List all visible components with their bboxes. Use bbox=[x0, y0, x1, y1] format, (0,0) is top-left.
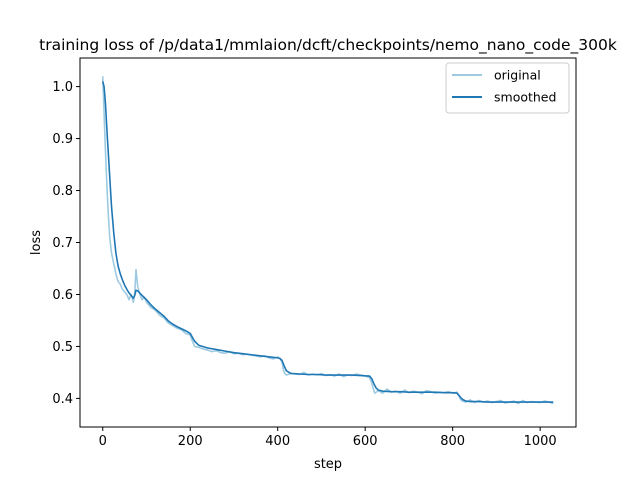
x-tick-label: 200 bbox=[178, 434, 203, 449]
x-tick-label: 1000 bbox=[524, 434, 557, 449]
x-tick-label: 800 bbox=[440, 434, 465, 449]
x-axis-ticks: 0 200 400 600 800 1000 bbox=[99, 427, 557, 449]
y-tick-label: 1.0 bbox=[52, 80, 73, 95]
y-tick-label: 0.9 bbox=[52, 132, 73, 147]
y-tick-label: 0.7 bbox=[52, 236, 73, 251]
legend-label-original: original bbox=[494, 68, 541, 83]
y-tick-label: 0.8 bbox=[52, 184, 73, 199]
y-axis-label: loss bbox=[29, 230, 44, 255]
y-tick-label: 0.6 bbox=[52, 288, 73, 303]
x-tick-label: 600 bbox=[353, 434, 378, 449]
x-tick-label: 400 bbox=[265, 434, 290, 449]
series-line-smoothed bbox=[101, 81, 554, 403]
y-tick-label: 0.4 bbox=[52, 392, 73, 407]
chart-title: training loss of /p/data1/mmlaion/dcft/c… bbox=[39, 36, 617, 55]
x-tick-label: 0 bbox=[99, 434, 107, 449]
y-tick-label: 0.5 bbox=[52, 340, 73, 355]
legend-label-smoothed: smoothed bbox=[494, 90, 556, 105]
x-axis-label: step bbox=[314, 457, 342, 472]
legend: original smoothed bbox=[445, 62, 570, 114]
series-layer bbox=[101, 76, 554, 405]
y-axis-ticks: 0.4 0.5 0.6 0.7 0.8 0.9 1.0 bbox=[52, 80, 80, 407]
